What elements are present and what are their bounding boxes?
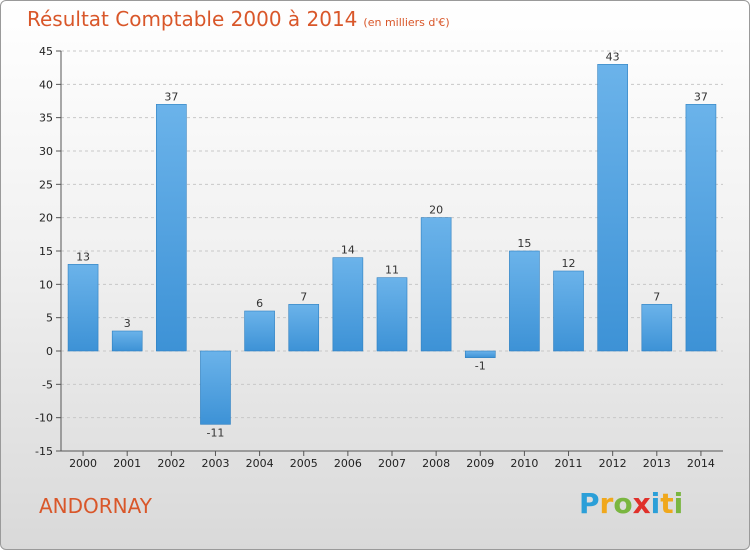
bar-value-label: 37 — [694, 90, 708, 103]
bar-value-label: 14 — [341, 244, 355, 257]
x-tick-label: 2001 — [113, 457, 141, 470]
y-tick-label: 20 — [39, 212, 53, 225]
bar — [67, 264, 99, 352]
y-tick-label: -5 — [42, 378, 53, 391]
x-tick-label: 2013 — [643, 457, 671, 470]
bar — [464, 350, 496, 358]
logo-letter: i — [650, 487, 661, 520]
bar — [111, 330, 143, 352]
commune-name: ANDORNAY — [39, 494, 152, 518]
bar — [376, 277, 408, 352]
x-tick-label: 2014 — [687, 457, 715, 470]
x-tick-label: 2004 — [246, 457, 274, 470]
x-tick-label: 2003 — [201, 457, 229, 470]
x-tick-label: 2008 — [422, 457, 450, 470]
title-text: Résultat Comptable 2000 à 2014 — [27, 7, 358, 31]
logo-letter: P — [579, 487, 600, 520]
y-tick-label: 15 — [39, 245, 53, 258]
bar-value-label: 37 — [164, 90, 178, 103]
logo-letter: i — [673, 487, 684, 520]
bar — [509, 250, 540, 352]
bar — [685, 104, 717, 352]
x-tick-label: 2006 — [334, 457, 362, 470]
logo-letter: x — [632, 487, 651, 520]
y-tick-label: 45 — [39, 45, 53, 58]
x-tick-label: 2007 — [378, 457, 406, 470]
bar-value-label: 43 — [606, 50, 620, 63]
bar-value-label: 12 — [562, 257, 576, 270]
bar-value-label: 7 — [300, 290, 307, 303]
bar-value-label: 6 — [256, 297, 263, 310]
bar — [244, 310, 275, 352]
logo-letter: t — [660, 487, 674, 520]
bar-value-label: 15 — [517, 237, 531, 250]
proxiti-logo: Proxiti — [579, 487, 683, 520]
y-tick-label: 30 — [39, 145, 53, 158]
y-tick-label: 25 — [39, 178, 53, 191]
bar-value-label: 11 — [385, 264, 399, 277]
bar-value-label: -1 — [475, 360, 486, 373]
chart-title: Résultat Comptable 2000 à 2014 (en millie… — [27, 7, 450, 31]
logo-letter: o — [613, 487, 633, 520]
x-tick-label: 2012 — [599, 457, 627, 470]
logo-letter: r — [599, 487, 614, 520]
bar — [420, 217, 452, 352]
x-tick-label: 2010 — [510, 457, 538, 470]
bar — [156, 104, 187, 352]
x-tick-label: 2000 — [69, 457, 97, 470]
bar — [597, 64, 628, 352]
x-tick-label: 2011 — [555, 457, 583, 470]
y-tick-label: 5 — [46, 312, 53, 325]
x-tick-label: 2009 — [466, 457, 494, 470]
bar-value-label: 7 — [653, 290, 660, 303]
bar-value-label: -11 — [206, 426, 224, 439]
y-tick-label: -15 — [35, 445, 53, 458]
bar — [288, 304, 320, 352]
y-tick-label: 10 — [39, 278, 53, 291]
bar-value-label: 3 — [124, 317, 131, 330]
x-tick-label: 2002 — [157, 457, 185, 470]
bar — [200, 350, 231, 425]
bar-value-label: 20 — [429, 204, 443, 217]
title-unit: (en milliers d'€) — [363, 16, 450, 29]
x-tick-label: 2005 — [290, 457, 318, 470]
bar — [332, 257, 364, 352]
bar — [553, 270, 584, 352]
bar — [641, 304, 673, 352]
y-tick-label: 35 — [39, 112, 53, 125]
y-tick-label: 0 — [46, 345, 53, 358]
y-tick-label: -10 — [35, 412, 53, 425]
bar-value-label: 13 — [76, 250, 90, 263]
y-tick-label: 40 — [39, 78, 53, 91]
